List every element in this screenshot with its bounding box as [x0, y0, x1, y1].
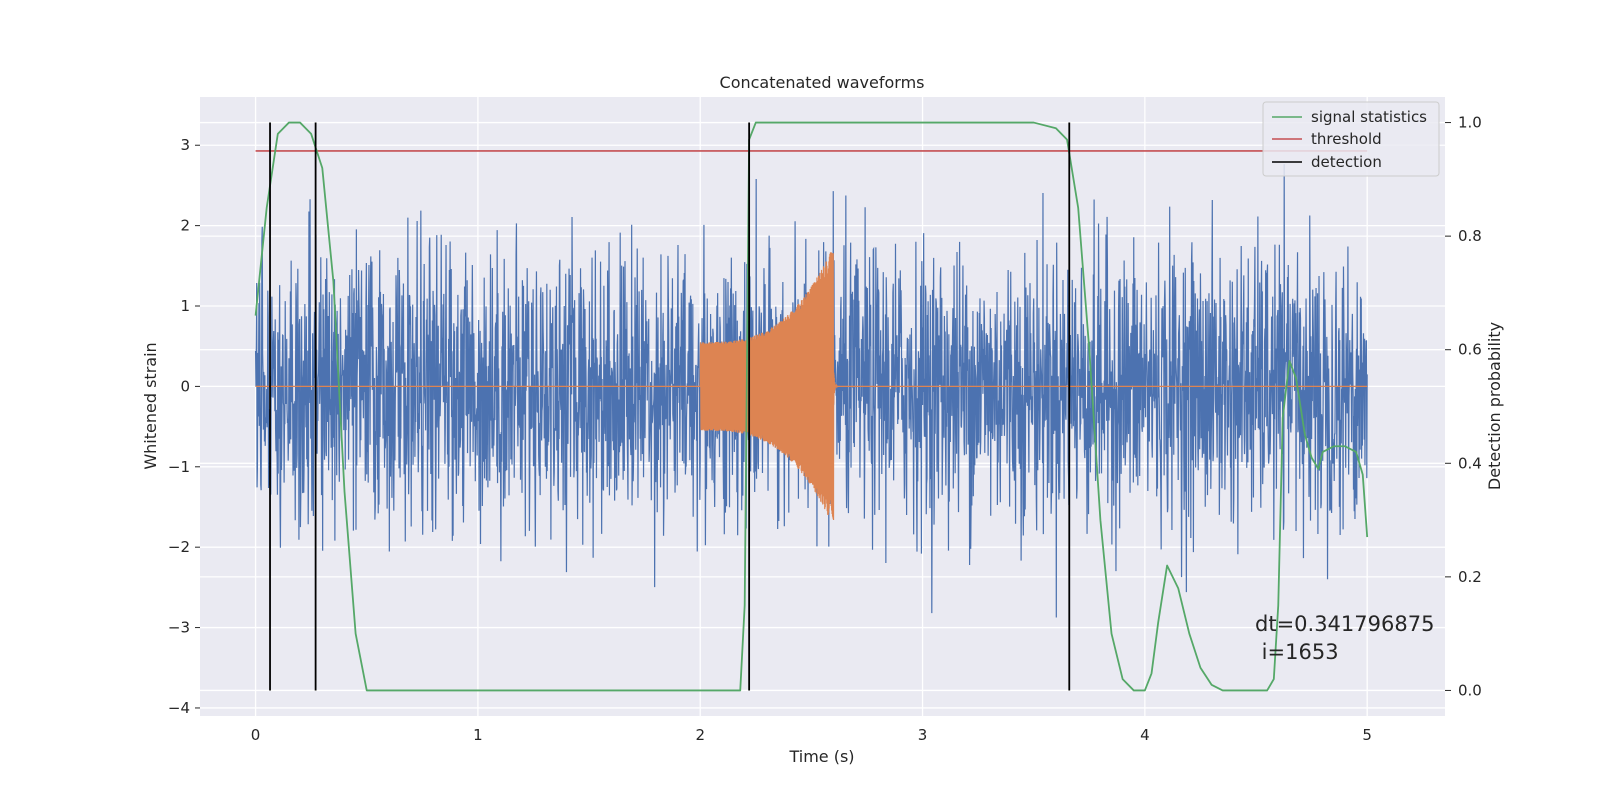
y2-tick-label: 0.4 — [1458, 454, 1482, 472]
annotation-index: i=1653 — [1255, 640, 1339, 664]
series-layer — [254, 121, 1369, 692]
x-tick-label: 4 — [1140, 726, 1150, 744]
legend-box — [1262, 101, 1440, 177]
chart-title: Concatenated waveforms — [720, 73, 925, 92]
injected-waveform-line — [255, 252, 1368, 520]
x-tick-label: 5 — [1362, 726, 1372, 744]
y-axis-label: Whitened strain — [141, 342, 160, 469]
signal-statistics-line — [254, 121, 1369, 692]
legend-label-threshold: threshold — [1311, 130, 1382, 148]
injected-waveform-series — [255, 252, 1368, 520]
legend-label-detection: detection — [1311, 153, 1382, 171]
x-tick-label: 0 — [251, 726, 261, 744]
y-tick-label: −3 — [168, 619, 190, 637]
annotation-dt: dt=0.341796875 — [1255, 612, 1434, 636]
x-axis-label: Time (s) — [788, 747, 854, 766]
ticks-layer: 0 1 2 3 4 5 −4 −3 −2 −1 0 1 2 3 0.0 0.2 0.4 0.6 0.8 1.0 — [168, 114, 1482, 744]
x-tick-label: 2 — [695, 726, 705, 744]
legend-label-signal-statistics: signal statistics — [1311, 108, 1427, 126]
x-tick-label: 1 — [473, 726, 483, 744]
y2-tick-label: 0.6 — [1458, 341, 1482, 359]
x-tick-label: 3 — [918, 726, 928, 744]
y-tick-label: −4 — [168, 699, 190, 717]
y2-tick-label: 0.0 — [1458, 681, 1482, 699]
y-tick-label: −2 — [168, 538, 190, 556]
y-tick-label: 1 — [180, 297, 190, 315]
y-tick-label: 2 — [180, 217, 190, 235]
y-tick-label: −1 — [168, 458, 190, 476]
y-tick-label: 3 — [180, 136, 190, 154]
y2-tick-label: 0.2 — [1458, 568, 1482, 586]
y2-axis-label: Detection probability — [1485, 322, 1504, 490]
y2-tick-label: 1.0 — [1458, 114, 1482, 132]
y2-tick-label: 0.8 — [1458, 227, 1482, 245]
y-tick-label: 0 — [180, 377, 190, 395]
legend: signal statistics threshold detection — [1262, 101, 1440, 177]
